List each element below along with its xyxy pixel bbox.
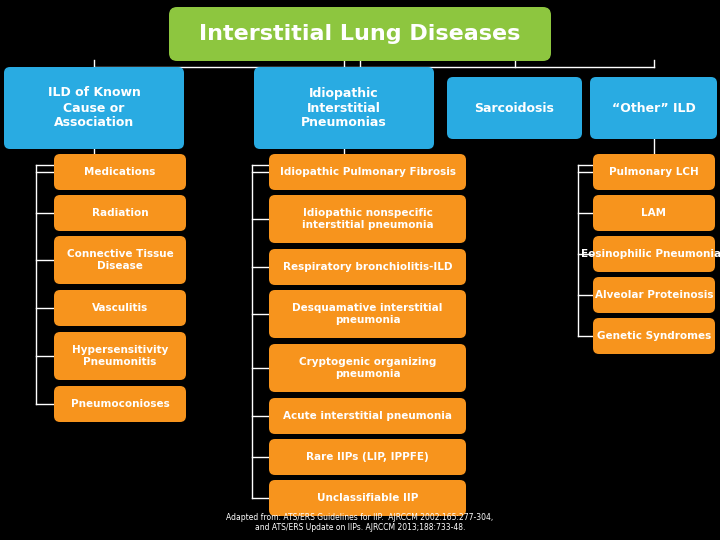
FancyBboxPatch shape	[54, 154, 186, 190]
Text: “Other” ILD: “Other” ILD	[611, 102, 696, 114]
Text: Medications: Medications	[84, 167, 156, 177]
FancyBboxPatch shape	[593, 236, 715, 272]
Text: Adapted from: ATS/ERS Guidelines for IIP.  AJRCCM 2002:165:277-304,
and ATS/ERS : Adapted from: ATS/ERS Guidelines for IIP…	[226, 512, 494, 532]
FancyBboxPatch shape	[269, 344, 466, 392]
FancyBboxPatch shape	[593, 277, 715, 313]
Text: Unclassifiable IIP: Unclassifiable IIP	[317, 493, 418, 503]
Text: Cryptogenic organizing
pneumonia: Cryptogenic organizing pneumonia	[299, 357, 436, 379]
Text: Desquamative interstitial
pneumonia: Desquamative interstitial pneumonia	[292, 303, 443, 325]
Text: Idiopathic Pulmonary Fibrosis: Idiopathic Pulmonary Fibrosis	[279, 167, 456, 177]
FancyBboxPatch shape	[169, 7, 551, 61]
Text: LAM: LAM	[642, 208, 667, 218]
FancyBboxPatch shape	[269, 154, 466, 190]
FancyBboxPatch shape	[590, 77, 717, 139]
FancyBboxPatch shape	[54, 195, 186, 231]
Text: Pulmonary LCH: Pulmonary LCH	[609, 167, 699, 177]
Text: Eosinophilic Pneumonias: Eosinophilic Pneumonias	[581, 249, 720, 259]
Text: Genetic Syndromes: Genetic Syndromes	[597, 331, 711, 341]
FancyBboxPatch shape	[269, 249, 466, 285]
FancyBboxPatch shape	[269, 480, 466, 516]
Text: Idiopathic nonspecific
interstitial pneumonia: Idiopathic nonspecific interstitial pneu…	[302, 208, 433, 230]
Text: Connective Tissue
Disease: Connective Tissue Disease	[67, 249, 174, 271]
Text: Interstitial Lung Diseases: Interstitial Lung Diseases	[199, 24, 521, 44]
FancyBboxPatch shape	[54, 236, 186, 284]
FancyBboxPatch shape	[269, 195, 466, 243]
Text: Respiratory bronchiolitis-ILD: Respiratory bronchiolitis-ILD	[283, 262, 452, 272]
FancyBboxPatch shape	[54, 332, 186, 380]
FancyBboxPatch shape	[447, 77, 582, 139]
Text: Radiation: Radiation	[91, 208, 148, 218]
Text: ILD of Known
Cause or
Association: ILD of Known Cause or Association	[48, 86, 140, 130]
Text: Alveolar Proteinosis: Alveolar Proteinosis	[595, 290, 714, 300]
FancyBboxPatch shape	[593, 154, 715, 190]
FancyBboxPatch shape	[269, 290, 466, 338]
FancyBboxPatch shape	[269, 398, 466, 434]
Text: Vasculitis: Vasculitis	[92, 303, 148, 313]
FancyBboxPatch shape	[54, 386, 186, 422]
Text: Acute interstitial pneumonia: Acute interstitial pneumonia	[283, 411, 452, 421]
FancyBboxPatch shape	[4, 67, 184, 149]
Text: Idiopathic
Interstitial
Pneumonias: Idiopathic Interstitial Pneumonias	[301, 86, 387, 130]
FancyBboxPatch shape	[593, 195, 715, 231]
FancyBboxPatch shape	[269, 439, 466, 475]
Text: Rare IIPs (LIP, IPPFE): Rare IIPs (LIP, IPPFE)	[306, 452, 429, 462]
Text: Hypersensitivity
Pneumonitis: Hypersensitivity Pneumonitis	[72, 345, 168, 367]
Text: Pneumoconioses: Pneumoconioses	[71, 399, 169, 409]
FancyBboxPatch shape	[593, 318, 715, 354]
FancyBboxPatch shape	[54, 290, 186, 326]
Text: Sarcoidosis: Sarcoidosis	[474, 102, 554, 114]
FancyBboxPatch shape	[254, 67, 434, 149]
